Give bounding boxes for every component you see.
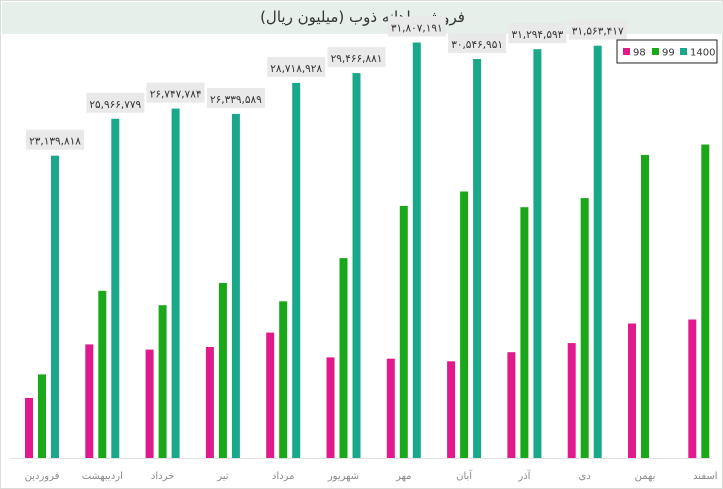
bar-99-8 [460,191,469,458]
legend-box [616,39,718,64]
x-tick-label-7: مهر [395,471,411,482]
x-tick-label-2: اردیبهشت [82,471,123,482]
x-tick-label-11: بهمن [635,471,656,482]
data-label-box-1 [26,129,84,150]
data-label-10: ۳۱,۵۶۳,۴۱۷ [572,26,624,38]
bar-1400-7 [412,42,421,458]
data-label-box-4 [206,87,265,108]
chart-title-bar: فروش ماهانه ذوب (میلیون ریال) [2,2,723,34]
bar-99-12 [701,144,710,458]
bar-98-9 [507,352,516,458]
data-label-7: ۳۱,۸۰۷,۱۹۱ [391,23,443,35]
data-label-9: ۳۱,۲۹۴,۵۹۳ [512,29,564,41]
bar-99-9 [520,207,529,458]
x-tick-label-1: فروردین [25,471,60,482]
bar-1400-5 [292,82,301,459]
data-label-2: ۲۵,۹۶۶,۷۷۹ [89,99,141,111]
bar-98-10 [567,343,576,458]
x-tick-label-8: آبان [456,469,473,482]
data-label-box-8 [448,33,507,53]
x-tick-label-12: اسفند [693,471,717,482]
bar-98-6 [326,357,335,458]
bar-1400-3 [171,108,180,458]
data-label-1: ۲۳,۱۳۹,۸۱۸ [29,136,81,148]
x-tick-label-9: آذر [517,469,531,482]
bar-99-11 [641,154,649,458]
data-label-box-5 [267,56,326,77]
legend-swatch-1400 [680,48,687,55]
data-label-box-2 [86,92,145,113]
x-tick-label-6: شهریور [327,471,359,482]
bar-99-5 [279,301,288,459]
bar-1400-8 [473,59,482,458]
bar-99-7 [399,205,408,458]
legend-swatch-98 [623,48,630,55]
bar-98-2 [85,344,94,458]
data-label-box-9 [508,23,567,44]
bar-1400-4 [231,113,240,459]
bar-98-7 [386,358,395,458]
legend-label-98: 98 [633,48,646,59]
x-tick-label-3: خرداد [151,471,174,482]
bar-99-10 [580,198,589,458]
bar-99-6 [339,258,348,458]
bar-98-12 [688,319,697,458]
x-tick-label-4: تیر [216,471,229,482]
data-label-box-6 [327,47,386,68]
data-label-box-3 [146,82,205,103]
bar-98-3 [145,349,154,458]
bar-1400-2 [111,118,120,459]
bar-1400-6 [352,73,361,458]
bar-98-11 [628,323,636,458]
bar-98-5 [266,332,275,458]
bar-99-2 [98,290,107,458]
data-label-8: ۳۰,۵۴۶,۹۵۱ [451,39,503,51]
x-tick-label-10: دی [579,471,591,482]
bar-98-8 [447,361,456,458]
bar-99-1 [38,374,46,458]
x-tick-label-5: مرداد [272,471,295,482]
data-label-6: ۲۹,۴۶۶,۸۸۱ [331,53,383,65]
bar-98-1 [25,397,33,458]
bar-1400-10 [593,45,602,458]
legend-swatch-99 [652,48,659,55]
data-label-5: ۲۸,۷۱۸,۹۲۸ [270,63,322,75]
bar-1400-9 [533,49,542,458]
data-label-4: ۲۶,۳۳۹,۵۸۹ [210,94,262,106]
legend-label-99: 99 [662,48,675,59]
bar-1400-1 [51,155,59,458]
bar-98-4 [205,347,214,458]
data-label-3: ۲۶,۷۴۷,۷۸۴ [150,89,202,101]
legend-label-1400: 1400 [690,48,715,59]
data-label-box-7 [387,16,446,37]
data-label-box-10 [568,19,627,40]
bar-99-4 [218,283,227,458]
bar-99-3 [158,305,167,458]
